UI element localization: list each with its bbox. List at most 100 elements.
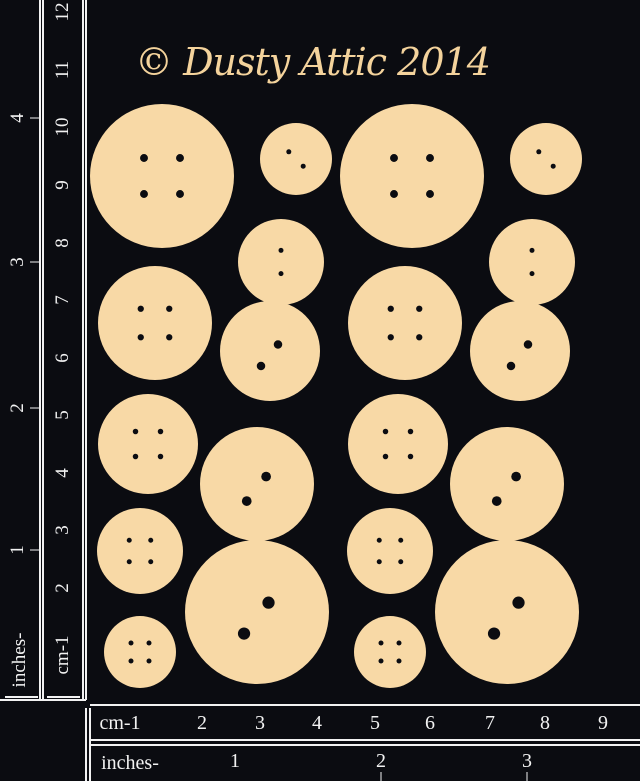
vertical-inches-prefix: inches- [9,632,30,688]
chipboard-button [489,219,575,305]
button-hole [511,471,521,482]
button-hole [256,361,266,371]
button-hole [426,154,434,162]
button-hole [407,428,414,435]
button-hole [398,559,404,565]
button-hole [148,559,154,565]
chipboard-button [435,540,579,684]
button-hole [416,305,423,312]
button-hole [286,149,292,155]
horizontal-cm-label: 5 [370,712,380,734]
button-hole [426,190,434,198]
button-hole [278,271,284,277]
chipboard-button [340,104,484,248]
button-hole [378,658,384,664]
chipboard-button [260,123,332,195]
button-hole [126,537,132,543]
chipboard-button [348,394,448,494]
button-hole [146,658,152,664]
button-hole [536,149,542,155]
button-hole [128,658,134,664]
button-hole [176,190,184,198]
button-hole [550,163,556,169]
horizontal-cm-label: 6 [425,712,435,734]
button-hole [529,247,535,253]
button-hole [396,658,402,664]
copyright-title: © Dusty Attic 2014 [135,40,491,84]
button-hole [416,334,423,341]
vertical-inch-label: 1 [7,545,28,555]
vertical-cm-label: 8 [52,238,73,248]
chipboard-button [185,540,329,684]
button-hole [376,559,382,565]
chipboard-button [470,301,570,401]
button-hole [376,537,382,543]
horizontal-cm-label: 2 [197,712,207,734]
horizontal-cm-label: 4 [312,712,322,734]
chipboard-button [220,301,320,401]
vertical-cm-label: 9 [52,180,73,190]
button-hole [140,154,148,162]
vertical-cm-label: 11 [52,60,73,80]
button-hole [176,154,184,162]
button-hole [166,305,173,312]
button-hole [157,428,164,435]
button-hole [128,640,134,646]
button-hole [132,453,139,460]
vertical-cm-label: 3 [52,525,73,535]
chipboard-button [238,219,324,305]
button-hole [166,334,173,341]
chipboard-button [348,266,462,380]
vertical-cm-label: 6 [52,353,73,363]
horizontal-cm-label: 7 [485,712,495,734]
button-hole [398,537,404,543]
button-hole [487,627,501,640]
chipboard-button [104,616,176,688]
button-hole [300,163,306,169]
button-hole [262,596,275,609]
button-hole [396,640,402,646]
horizontal-inches-prefix: inches- [101,752,159,774]
button-hole [261,471,271,482]
button-hole [378,640,384,646]
button-hole [157,453,164,460]
button-hole [382,428,389,435]
button-hole [387,305,394,312]
vertical-cm-label: 2 [52,583,73,593]
vertical-cm-label: 4 [52,468,73,478]
chipboard-button [98,266,212,380]
vertical-cm-label: 5 [52,410,73,420]
chipboard-button [97,508,183,594]
chipboard-button [354,616,426,688]
button-hole [387,334,394,341]
chipboard-button [347,508,433,594]
horizontal-inch-label: 3 [522,750,532,772]
chipboard-button [200,427,314,541]
vertical-cm-label: 12 [52,2,73,22]
button-hole [137,305,144,312]
horizontal-cm-label: 3 [255,712,265,734]
button-hole [148,537,154,543]
button-hole [512,596,525,609]
horizontal-inch-label: 2 [376,750,386,772]
button-hole [137,334,144,341]
button-hole [390,190,398,198]
button-hole [132,428,139,435]
vertical-inch-label: 3 [7,257,28,267]
button-hole [278,247,284,253]
vertical-cm-label: 10 [52,117,73,137]
button-hole [140,190,148,198]
vertical-cm-label: 7 [52,295,73,305]
vertical-inch-label: 2 [7,403,28,413]
button-hole [126,559,132,565]
horizontal-cm-label: 9 [598,712,608,734]
button-hole [241,496,252,506]
chipboard-button [98,394,198,494]
button-hole [523,340,533,349]
vertical-inch-label: 4 [7,113,28,123]
chipboard-button [90,104,234,248]
button-hole [237,627,251,640]
horizontal-cm-prefix: cm-1 [99,712,141,734]
